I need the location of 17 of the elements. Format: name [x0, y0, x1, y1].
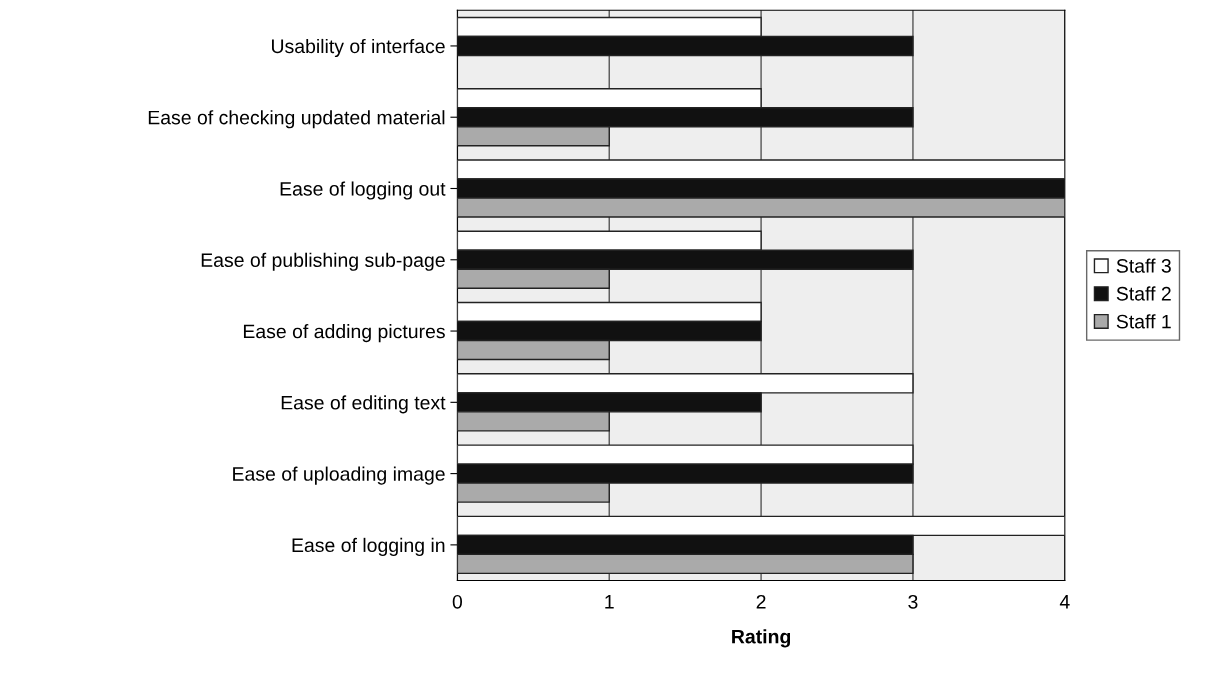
y-tick-label: Ease of adding pictures	[243, 324, 445, 343]
x-tick-label: 4	[1059, 595, 1070, 609]
x-axis-title: Rating	[732, 629, 791, 648]
y-tick-label: Ease of uploading image	[233, 466, 445, 485]
legend-label: Staff 2	[1116, 286, 1171, 301]
x-tick-label: 3	[908, 594, 918, 609]
x-tick-label: 0	[452, 594, 463, 609]
legend-label: Staff 1	[1116, 314, 1171, 329]
y-tick-label: Ease of publishing sub-page	[201, 252, 445, 271]
y-tick-label: Ease of logging in	[292, 537, 445, 556]
y-tick-label: Ease of logging out	[280, 181, 446, 200]
y-tick-label: Usability of interface	[272, 38, 445, 58]
x-tick-label: 2	[756, 594, 766, 609]
x-tick-label: 1	[605, 595, 614, 609]
legend-label: Staff 3	[1116, 258, 1171, 273]
y-tick-label: Ease of editing text	[281, 395, 446, 414]
y-tick-label: Ease of checking updated material	[148, 110, 445, 129]
